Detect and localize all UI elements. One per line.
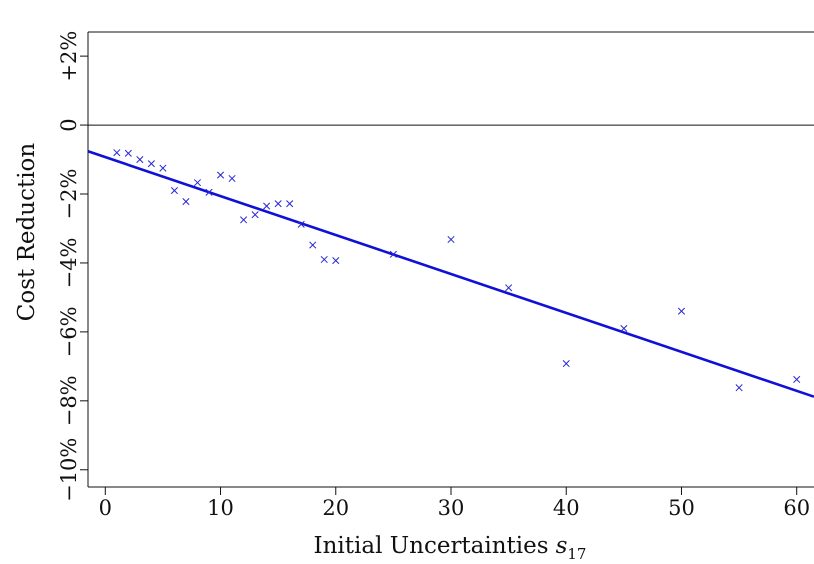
data-point: [170, 187, 178, 195]
y-tick-label: +2%: [57, 31, 81, 82]
x-tick-label: 60: [783, 496, 810, 520]
data-point: [735, 384, 743, 392]
data-point: [793, 375, 801, 384]
regression-line: [87, 150, 814, 398]
x-tick-label: 20: [322, 496, 349, 520]
x-axis-label-text: Initial Uncertainties: [314, 533, 549, 559]
data-point: [677, 307, 686, 315]
plot-frame: [87, 31, 814, 488]
x-axis-label-symbol: s: [556, 533, 568, 559]
y-tick-label: 0: [57, 118, 81, 131]
y-axis-label: Cost Reduction: [14, 143, 40, 322]
data-point: [251, 211, 259, 219]
x-axis-label: Initial Uncertainties s17: [314, 533, 587, 563]
y-tick-label: −4%: [57, 237, 81, 288]
data-point: [309, 241, 317, 249]
data-point: [620, 324, 628, 332]
data-point: [286, 200, 294, 208]
x-tick-label: 10: [207, 496, 234, 520]
x-tick-label: 30: [438, 496, 465, 520]
data-point: [297, 220, 305, 228]
data-point: [562, 360, 570, 368]
data-point: [159, 164, 167, 172]
data-point: [124, 149, 132, 157]
data-point: [240, 216, 248, 224]
data-point: [389, 250, 397, 258]
data-point: [216, 171, 225, 179]
data-point: [182, 198, 190, 206]
data-point: [274, 200, 282, 208]
data-point: [205, 188, 213, 196]
y-axis-ticks: +2% 0 −2% −4% −6% −8% −10%: [57, 31, 88, 502]
x-tick-label: 40: [553, 496, 580, 520]
y-tick-label: −2%: [57, 169, 81, 220]
data-point: [263, 202, 271, 210]
data-point: [228, 174, 236, 183]
x-tick-label: 50: [668, 496, 695, 520]
data-point: [447, 235, 455, 244]
y-tick-label: −6%: [57, 306, 81, 357]
data-points: [113, 149, 801, 392]
data-point: [147, 160, 155, 168]
y-tick-label: −8%: [57, 375, 81, 426]
data-point: [320, 255, 328, 264]
data-point: [332, 256, 340, 265]
y-tick-label: −10%: [57, 438, 81, 502]
data-point: [136, 155, 144, 164]
data-point: [193, 179, 202, 187]
data-point: [113, 149, 121, 157]
data-point: [505, 284, 513, 292]
x-tick-label: 0: [99, 496, 112, 520]
x-axis-label-subscript: 17: [567, 545, 586, 563]
x-axis-ticks: 0 10 20 30 40 50 60: [99, 487, 810, 520]
